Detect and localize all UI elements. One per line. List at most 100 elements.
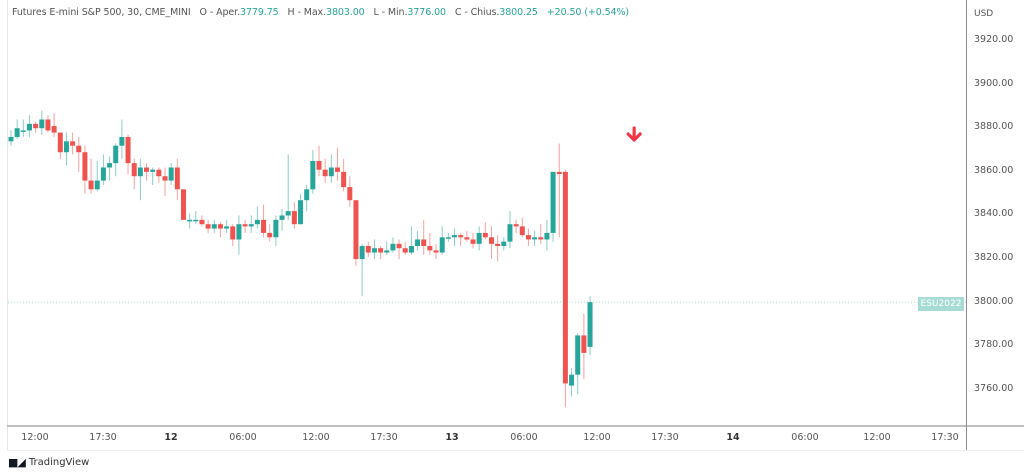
candle [538,224,544,244]
candle [107,156,113,181]
candle [556,143,562,238]
price-axis[interactable] [966,0,1024,425]
candle [470,232,476,249]
candle [230,224,236,247]
candle [316,145,322,177]
candle [452,228,458,247]
candle [156,167,162,183]
candle [76,136,82,172]
candle [180,189,186,220]
candle [125,134,131,175]
brand-label: TradingView [28,457,90,468]
low-value: 3776.00 [407,7,446,18]
low-label: L - Min. [373,7,408,18]
currency-label: USD [974,9,994,19]
candle [347,176,353,207]
candle [174,158,180,201]
candle [322,158,328,183]
candle [421,219,427,255]
time-tick: 13 [445,432,459,443]
open-label: O - Aper. [199,7,241,18]
time-tick: 06:00 [229,432,257,443]
time-tick: 06:00 [510,432,538,443]
time-tick: 17:30 [651,432,679,443]
candle [396,239,402,260]
candle [445,232,451,242]
price-tick: 3760.00 [974,382,1014,394]
candle [63,132,69,166]
axis-corner-line [966,425,1024,427]
time-tick: 06:00 [791,432,819,443]
candle [254,206,260,229]
ohlc-legend: Futures E-mini S&P 500, 30, CME_MINI O -… [12,7,629,18]
candle [390,237,396,253]
candle [199,215,205,227]
time-tick: 14 [726,432,740,443]
candle [70,132,76,155]
candle [144,163,150,181]
candle [334,147,340,181]
time-tick: 12 [164,432,178,443]
tradingview-brand[interactable]: ■◢ TradingView [8,456,89,469]
candle [137,158,143,201]
price-tick: 3800.00 [974,295,1014,307]
candle [519,217,525,238]
candle [328,154,334,183]
time-tick: 12:00 [863,432,891,443]
candle [8,130,14,146]
candle [113,143,119,177]
symbol-title: Futures E-mini S&P 500, 30, CME_MINI [12,7,191,18]
candle [14,119,20,140]
candle [359,243,365,297]
candle [378,246,384,260]
candle [575,333,581,395]
time-tick: 12:00 [302,432,330,443]
candle [371,239,377,260]
candle [33,121,39,133]
candle [267,224,273,242]
high-label: H - Max. [287,7,327,18]
candle [248,215,254,233]
candle [482,222,488,240]
candle [217,222,223,238]
candle [162,167,168,196]
candle [94,160,100,192]
candle [193,211,199,225]
candle [365,241,371,257]
candle [57,132,63,159]
candle [562,169,568,408]
candle [119,119,125,159]
candle [45,115,51,133]
time-tick: 17:30 [89,432,117,443]
candle [488,226,494,260]
price-tick: 3860.00 [974,164,1014,176]
time-tick: 17:30 [931,432,959,443]
candle [298,193,304,225]
down-arrow-icon [626,126,642,142]
price-tick: 3840.00 [974,208,1014,220]
candle [458,232,464,247]
time-tick: 12:00 [21,432,49,443]
chart-frame [7,0,1024,451]
price-tick: 3900.00 [974,77,1014,89]
candle [168,163,174,185]
time-tick: 17:30 [370,432,398,443]
time-axis[interactable] [7,425,966,452]
candle [39,110,45,135]
candle [408,226,414,255]
candle [501,237,507,251]
candle [353,200,359,266]
candle [525,228,531,247]
change-value: +20.50 (+0.54%) [546,7,630,18]
candle [427,232,433,255]
candle [211,219,217,233]
candle [532,230,538,247]
price-tick: 3820.00 [974,252,1014,264]
candle [415,230,421,251]
candle [82,145,88,194]
price-tick: 3780.00 [974,339,1014,351]
candlestick-plot[interactable] [0,0,966,425]
open-value: 3779.75 [240,7,279,18]
candle [341,158,347,192]
candle [236,215,242,255]
